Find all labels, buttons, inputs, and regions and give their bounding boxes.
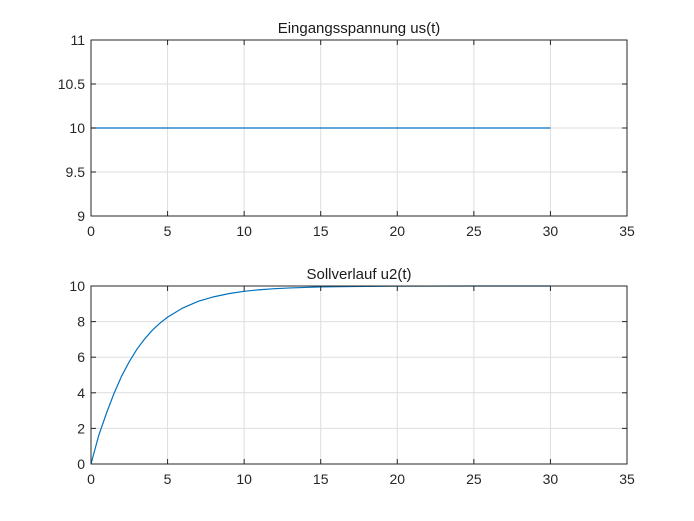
x-tick-label: 10 bbox=[236, 471, 252, 487]
chart-title: Eingangsspannung us(t) bbox=[278, 20, 441, 37]
y-tick-label: 0 bbox=[77, 456, 85, 472]
x-tick-label: 20 bbox=[389, 223, 405, 239]
x-tick-label: 5 bbox=[164, 471, 172, 487]
y-tick-label: 8 bbox=[77, 314, 85, 330]
axes-frame bbox=[90, 285, 628, 465]
x-tick-label: 25 bbox=[466, 471, 482, 487]
x-tick-label: 35 bbox=[619, 471, 635, 487]
x-tick-label: 35 bbox=[619, 223, 635, 239]
y-tick-label: 9 bbox=[77, 208, 85, 224]
x-tick-label: 30 bbox=[543, 471, 559, 487]
x-tick-label: 5 bbox=[164, 223, 172, 239]
x-tick-label: 15 bbox=[313, 471, 329, 487]
y-tick-label: 6 bbox=[77, 349, 85, 365]
y-tick-label: 10 bbox=[69, 278, 85, 294]
x-tick-label: 20 bbox=[389, 471, 405, 487]
x-tick-label: 30 bbox=[543, 223, 559, 239]
x-tick-label: 0 bbox=[87, 471, 95, 487]
x-tick-label: 25 bbox=[466, 223, 482, 239]
x-tick-label: 15 bbox=[313, 223, 329, 239]
y-tick-label: 4 bbox=[77, 385, 85, 401]
chart-title: Sollverlauf u2(t) bbox=[306, 266, 411, 283]
x-tick-label: 0 bbox=[87, 223, 95, 239]
axes-bottom: 0 5 10 15 20 25 30 35 0 2 4 6 8 10 Sollverlauf u2(t) bbox=[69, 266, 635, 487]
plot-area bbox=[91, 286, 627, 464]
y-tick-label: 11 bbox=[70, 32, 85, 48]
y-tick-label: 2 bbox=[77, 420, 85, 436]
y-tick-label: 10 bbox=[69, 120, 85, 136]
x-tick-label: 10 bbox=[236, 223, 252, 239]
axes-top: 0 5 10 15 20 25 30 35 9 9.5 10 10.5 11 Eingangsspannu… bbox=[58, 20, 635, 239]
y-tick-label: 10.5 bbox=[58, 76, 85, 92]
y-tick-label: 9.5 bbox=[66, 164, 86, 180]
